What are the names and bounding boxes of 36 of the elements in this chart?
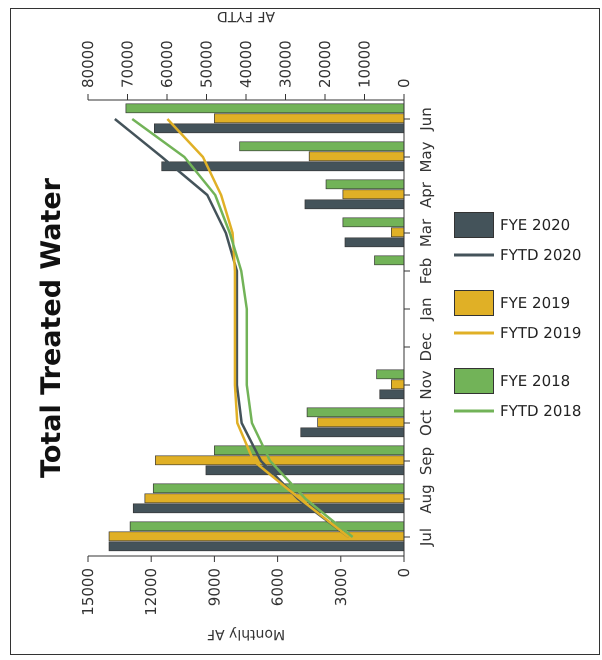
legend-label: FYE 2020 (500, 216, 570, 234)
x-tick-label: 6000 (268, 568, 287, 606)
y-tick-label: Apr (417, 181, 436, 208)
y-tick-label: Jan (417, 297, 436, 322)
legend-label: FYE 2018 (500, 372, 570, 390)
y-tick-label: Sep (417, 446, 436, 476)
y-tick-label: Dec (417, 332, 436, 362)
x-axis-title: Monthly AF (206, 626, 286, 642)
y-tick-label: Oct (417, 410, 436, 436)
x2-tick-label: 0 (395, 78, 413, 88)
x-tick-label: 15000 (79, 568, 97, 616)
y-tick-label: Jul (417, 528, 436, 548)
legend-label: FYE 2019 (500, 294, 570, 312)
x2-tick-label: 30000 (276, 40, 294, 88)
x2-tick-label: 70000 (118, 40, 136, 88)
x2-tick-label: 10000 (356, 40, 374, 88)
x-tick-label: 12000 (142, 568, 160, 616)
x-tick-label: 9000 (205, 568, 224, 606)
y-tick-label: Feb (417, 258, 436, 284)
legend-label: FYTD 2019 (500, 324, 582, 342)
y-tick-label: May (417, 141, 436, 173)
x2-tick-label: 60000 (158, 40, 176, 88)
x2-tick-label: 20000 (316, 40, 334, 88)
x-tick-label: 0 (395, 568, 413, 578)
y-tick-label: Jun (417, 107, 436, 132)
x-tick-label: 3000 (332, 568, 350, 606)
x2-tick-label: 50000 (198, 40, 216, 88)
x2-tick-label: 80000 (79, 40, 97, 88)
y-tick-label: Mar (417, 218, 436, 248)
y-tick-label: Nov (417, 370, 436, 400)
legend-label: FYTD 2018 (500, 402, 582, 420)
x2-axis-title: AF FYTD (216, 8, 276, 24)
x2-tick-label: 40000 (237, 40, 255, 88)
text: Total Treated Water (36, 177, 67, 478)
y-tick-label: Aug (417, 484, 436, 514)
legend-label: FYTD 2020 (500, 246, 582, 264)
